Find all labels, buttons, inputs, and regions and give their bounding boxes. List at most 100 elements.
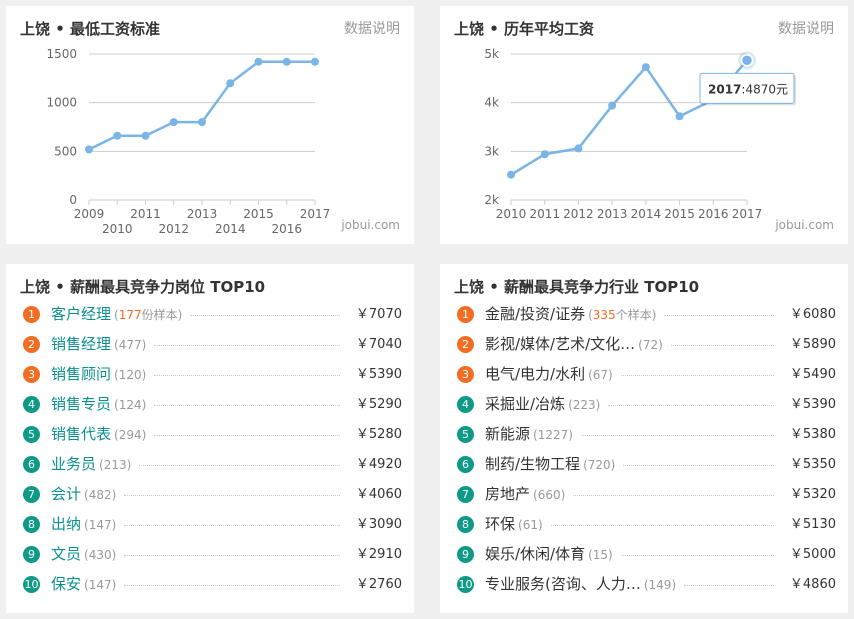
industry-name-link[interactable]: 房地产 (660)	[485, 484, 565, 506]
job-name-link[interactable]: 销售专员 (124)	[51, 394, 146, 416]
job-name-link[interactable]: 出纳 (147)	[51, 514, 116, 536]
job-name: 出纳	[51, 515, 82, 533]
dotted-leader	[124, 525, 340, 526]
rank-badge: 9	[457, 546, 474, 563]
dotted-leader	[684, 585, 774, 586]
min-wage-data-note-link[interactable]: 数据说明	[344, 21, 400, 37]
data-point[interactable]	[641, 63, 650, 72]
sample-count: (61)	[518, 518, 543, 532]
sample-count: (120)	[114, 368, 147, 382]
job-row: 8 出纳 (147) ￥3090	[20, 514, 402, 544]
data-point[interactable]	[608, 101, 617, 110]
data-point[interactable]	[507, 170, 515, 179]
top-industries-list: 1 金融/投资/证券 (335个样本) ￥6080 2 影视/媒体/艺术/文化… (72) ￥…	[454, 304, 836, 604]
dotted-leader	[581, 435, 774, 436]
data-point[interactable]	[574, 144, 583, 153]
job-name-link[interactable]: 业务员 (213)	[51, 454, 131, 476]
x-tick-label: 2017	[732, 207, 763, 221]
industry-name-link[interactable]: 专业服务(咨询、人力… (149)	[485, 574, 676, 596]
dotted-leader	[623, 465, 774, 466]
job-name-link[interactable]: 销售代表 (294)	[51, 424, 146, 446]
industry-name-link[interactable]: 电气/电力/水利 (67)	[485, 364, 613, 386]
x-tick-label: 2011	[130, 207, 161, 221]
rank-badge: 7	[23, 486, 40, 503]
industry-name-link[interactable]: 环保 (61)	[485, 514, 543, 536]
data-point[interactable]	[740, 54, 754, 67]
salary-value: ￥5390	[789, 397, 836, 412]
data-point[interactable]	[254, 57, 263, 66]
salary-value: ￥4860	[789, 577, 836, 592]
sample-count: (477)	[114, 338, 147, 352]
dotted-leader	[671, 345, 774, 346]
top-jobs-card: 上饶 • 薪酬最具竞争力岗位 TOP10 1 客户经理 (177份样本) ￥7070 2…	[6, 264, 414, 613]
industry-row: 6 制药/生物工程 (720) ￥5350	[454, 454, 836, 484]
rank-badge: 5	[457, 426, 474, 443]
sample-count: (223)	[568, 398, 601, 412]
dotted-leader	[124, 585, 340, 586]
data-point[interactable]	[198, 118, 206, 127]
job-name-link[interactable]: 会计 (482)	[51, 484, 116, 506]
rank-badge: 8	[23, 516, 40, 533]
data-point[interactable]	[85, 145, 93, 154]
avg-salary-title: 上饶 • 历年平均工资	[454, 20, 595, 38]
salary-value: ￥2910	[355, 547, 402, 562]
industry-row: 9 娱乐/休闲/体育 (15) ￥5000	[454, 544, 836, 574]
sample-count: (72)	[638, 338, 663, 352]
industry-name-link[interactable]: 娱乐/休闲/体育 (15)	[485, 544, 613, 566]
salary-value: ￥4060	[355, 487, 402, 502]
industry-name: 采掘业/冶炼	[485, 395, 566, 413]
dotted-leader	[154, 435, 340, 436]
salary-value: ￥5280	[355, 427, 402, 442]
job-name-link[interactable]: 销售经理 (477)	[51, 334, 146, 356]
salary-value: ￥7070	[355, 307, 402, 322]
industry-row: 1 金融/投资/证券 (335个样本) ￥6080	[454, 304, 836, 334]
data-point[interactable]	[311, 57, 319, 66]
industry-row: 7 房地产 (660) ￥5320	[454, 484, 836, 514]
industry-name-link[interactable]: 制药/生物工程 (720)	[485, 454, 615, 476]
x-tick-label: 2010	[496, 207, 527, 221]
dotted-leader	[124, 555, 340, 556]
sample-count: (430)	[84, 548, 117, 562]
dotted-leader	[608, 405, 774, 406]
avg-salary-data-note-link[interactable]: 数据说明	[778, 21, 834, 37]
industry-name-link[interactable]: 金融/投资/证券 (335个样本)	[485, 304, 656, 326]
industry-name-link[interactable]: 采掘业/冶炼 (223)	[485, 394, 600, 416]
industry-name: 房地产	[485, 485, 531, 503]
x-tick-label: 2014	[631, 207, 662, 221]
data-point[interactable]	[282, 57, 291, 66]
dotted-leader	[124, 495, 340, 496]
job-name-link[interactable]: 客户经理 (177份样本)	[51, 304, 182, 326]
data-point[interactable]	[226, 79, 235, 88]
job-name-link[interactable]: 销售顾问 (120)	[51, 364, 146, 386]
data-point[interactable]	[169, 118, 178, 127]
min-wage-title: 上饶 • 最低工资标准	[20, 20, 161, 38]
data-point[interactable]	[141, 131, 150, 140]
salary-value: ￥5320	[789, 487, 836, 502]
industry-name-link[interactable]: 新能源 (1227)	[485, 424, 573, 446]
top-industries-title: 上饶 • 薪酬最具竞争力行业 TOP10	[454, 278, 700, 296]
x-tick-label: 2009	[74, 207, 105, 221]
job-row: 6 业务员 (213) ￥4920	[20, 454, 402, 484]
job-row: 3 销售顾问 (120) ￥5390	[20, 364, 402, 394]
y-tick-label: 4k	[484, 96, 499, 110]
industry-name-link[interactable]: 影视/媒体/艺术/文化… (72)	[485, 334, 663, 356]
sample-count: (177份样本)	[114, 308, 183, 322]
job-name-link[interactable]: 文员 (430)	[51, 544, 116, 566]
data-point[interactable]	[675, 112, 684, 121]
rank-badge: 9	[23, 546, 40, 563]
x-tick-label: 2011	[529, 207, 560, 221]
salary-value: ￥4920	[355, 457, 402, 472]
chart-tooltip: 2017:4870元	[699, 72, 796, 106]
job-name-link[interactable]: 保安 (147)	[51, 574, 116, 596]
rank-badge: 7	[457, 486, 474, 503]
job-name: 业务员	[51, 455, 97, 473]
rank-badge: 5	[23, 426, 40, 443]
data-point[interactable]	[540, 150, 549, 159]
job-row: 7 会计 (482) ￥4060	[20, 484, 402, 514]
rank-badge: 10	[457, 576, 474, 593]
salary-value: ￥5350	[789, 457, 836, 472]
data-point[interactable]	[113, 131, 122, 140]
sample-count: (15)	[588, 548, 613, 562]
sample-count: (124)	[114, 398, 147, 412]
series-line	[88, 60, 315, 151]
